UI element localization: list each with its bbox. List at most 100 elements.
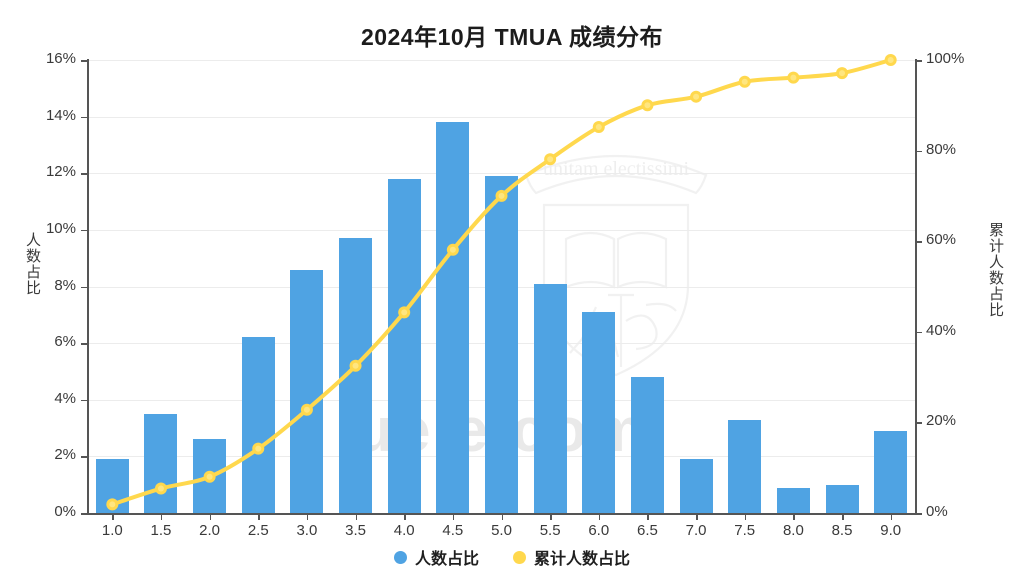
bar-7.5[interactable] [728, 419, 762, 513]
line-marker-center-3.5 [352, 362, 359, 369]
left-tick [81, 173, 87, 175]
bottom-tick [890, 514, 893, 520]
left-tick [81, 399, 87, 402]
bar-2.5[interactable] [241, 337, 275, 513]
bottom-tick [744, 514, 747, 520]
bar-6.5[interactable] [630, 377, 664, 513]
bar-5.0[interactable] [485, 176, 518, 513]
cumulative-line-layer [106, 54, 897, 511]
legend-swatch-icon [513, 550, 526, 564]
line-marker-center-5.5 [547, 156, 554, 163]
line-marker-center-4.5 [449, 246, 456, 253]
left-tick [81, 513, 87, 515]
x-tick-label-4.5: 4.5 [442, 522, 464, 539]
chart-legend: 人数占比 累计人数占比 [0, 545, 1024, 569]
bar-9.0[interactable] [874, 430, 908, 513]
left-tick-label: 6% [54, 333, 76, 351]
x-tick-label-7.0: 7.0 [685, 522, 707, 539]
x-tick-label-1.0: 1.0 [101, 522, 123, 539]
left-tick [81, 343, 87, 345]
bottom-tick [306, 514, 309, 520]
line-marker-center-1.0 [109, 501, 116, 508]
line-marker-center-2.0 [206, 473, 213, 480]
line-marker-center-6.5 [644, 102, 651, 109]
left-tick-label: 10% [45, 219, 76, 237]
right-axis-title: 累计人数占比 [987, 222, 1004, 318]
line-marker-center-6.0 [595, 124, 602, 131]
right-tick-label: 100% [926, 50, 965, 67]
right-tick [916, 241, 922, 243]
left-axis-line [87, 59, 89, 514]
x-tick-label-3.0: 3.0 [296, 522, 318, 539]
right-tick-label: 60% [926, 231, 957, 249]
left-tick-label: 12% [45, 163, 76, 181]
bottom-axis-line [87, 513, 916, 515]
right-tick [916, 150, 922, 153]
bar-6.0[interactable] [582, 311, 616, 513]
bar-8.5[interactable] [825, 484, 859, 513]
left-tick [81, 456, 87, 458]
x-tick-label-5.0: 5.0 [491, 522, 512, 539]
bar-7.0[interactable] [679, 459, 713, 513]
left-tick [81, 60, 87, 62]
left-axis-title: 人数占比 [24, 232, 41, 296]
right-tick [916, 422, 922, 424]
bottom-tick [452, 514, 455, 520]
x-tick-label-2.0: 2.0 [199, 522, 221, 539]
bottom-tick [404, 514, 406, 520]
right-axis-line [915, 59, 917, 514]
x-tick-label-9.0: 9.0 [880, 522, 902, 539]
left-tick [81, 116, 87, 119]
line-marker-center-2.5 [255, 445, 262, 452]
line-marker-center-7.5 [741, 78, 748, 85]
gridline [88, 116, 915, 118]
x-tick-label-8.5: 8.5 [831, 522, 853, 539]
line-marker-center-1.5 [157, 485, 164, 492]
bottom-tick [258, 514, 260, 520]
line-marker-center-5.0 [498, 192, 505, 199]
line-marker-center-7.0 [693, 93, 700, 100]
bar-4.5[interactable] [436, 122, 470, 513]
left-tick-label: 0% [54, 503, 76, 520]
line-marker-center-3.0 [303, 406, 310, 413]
gridline [88, 60, 915, 61]
x-tick-label-1.5: 1.5 [150, 522, 172, 539]
plot-area [88, 54, 915, 513]
right-tick-label: 80% [926, 140, 957, 158]
left-tick [81, 229, 87, 232]
bottom-tick [209, 514, 212, 520]
bar-5.5[interactable] [533, 283, 567, 513]
bottom-tick [598, 514, 601, 520]
line-marker-center-4.0 [401, 309, 408, 316]
bottom-tick [550, 514, 552, 520]
right-tick [916, 60, 922, 62]
x-tick-label-8.0: 8.0 [782, 522, 804, 539]
line-marker-center-8.5 [839, 70, 846, 77]
bottom-tick [501, 514, 503, 520]
legend-item-1[interactable]: 累计人数占比 [513, 545, 630, 569]
right-tick [916, 513, 922, 515]
bar-4.0[interactable] [387, 178, 421, 513]
x-tick-label-3.5: 3.5 [345, 522, 366, 539]
left-tick [81, 286, 87, 288]
right-tick-label: 20% [926, 412, 957, 430]
legend-item-0[interactable]: 人数占比 [393, 545, 479, 569]
bar-3.0[interactable] [290, 269, 324, 513]
cumulative-line [110, 58, 893, 507]
left-tick-label: 14% [45, 106, 76, 124]
bar-8.0[interactable] [776, 487, 810, 513]
x-tick-label-7.5: 7.5 [734, 522, 756, 539]
gridline [88, 173, 915, 175]
left-tick-label: 16% [45, 50, 76, 67]
x-tick-label-2.5: 2.5 [247, 522, 269, 539]
left-tick-label: 8% [54, 276, 76, 294]
x-tick-label-6.0: 6.0 [588, 522, 610, 539]
x-tick-label-5.5: 5.5 [539, 522, 561, 539]
bottom-tick [355, 514, 358, 520]
bottom-tick [793, 514, 795, 520]
bar-1.5[interactable] [144, 413, 178, 513]
legend-label: 人数占比 [414, 551, 479, 568]
bottom-tick [647, 514, 649, 520]
line-marker-center-9.0 [887, 57, 894, 63]
